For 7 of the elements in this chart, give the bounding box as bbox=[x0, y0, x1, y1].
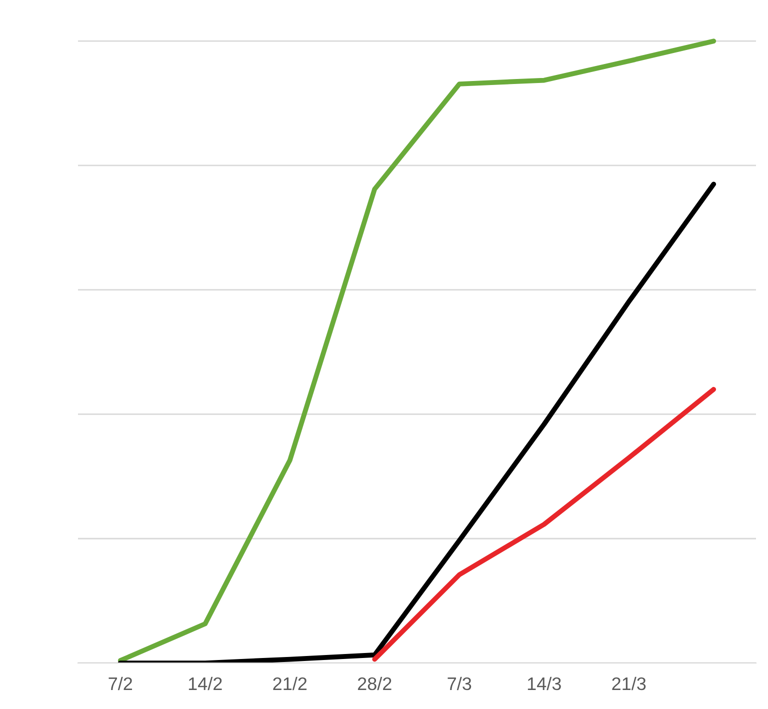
x-tick-label: 21/2 bbox=[273, 676, 307, 690]
x-tick-label: 7/2 bbox=[108, 676, 132, 690]
x-tick-label: 14/3 bbox=[528, 676, 561, 690]
x-tick-label: 21/3 bbox=[612, 676, 646, 690]
x-tick-label: 7/3 bbox=[448, 676, 472, 690]
x-tick-label: 14/2 bbox=[188, 676, 222, 690]
x-tick-label: 28/2 bbox=[358, 676, 392, 690]
